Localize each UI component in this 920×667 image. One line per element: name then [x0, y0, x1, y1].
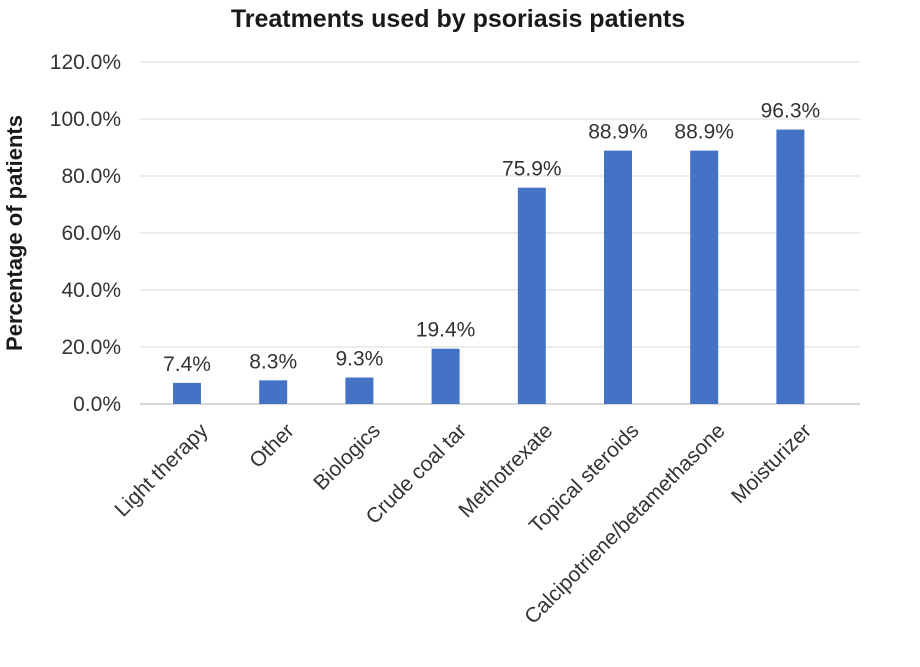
data-label: 7.4%: [163, 353, 211, 376]
x-tick-label: Other: [245, 419, 298, 472]
data-labels: 7.4% 8.3% 9.3% 19.4% 75.9% 88.9% 88.9% 96.3%: [163, 100, 820, 376]
bar: [259, 380, 288, 404]
bar: [173, 382, 201, 404]
bar: [776, 129, 805, 405]
x-tick-label: Moisturizer: [727, 419, 816, 508]
data-label: 19.4%: [416, 319, 476, 342]
bar: [345, 377, 374, 404]
bar: [690, 150, 719, 404]
bar: [431, 348, 460, 404]
y-tick-label: 20.0%: [61, 336, 121, 359]
y-tick-label: 40.0%: [61, 279, 121, 302]
y-tick-label: 60.0%: [61, 222, 121, 245]
y-axis-label: Percentage of patients: [2, 115, 27, 351]
y-tick-label: 0.0%: [73, 393, 121, 416]
data-label: 8.3%: [249, 350, 297, 373]
bars: [173, 129, 805, 405]
bar: [517, 187, 546, 404]
data-label: 88.9%: [588, 121, 648, 144]
y-tick-label: 80.0%: [61, 165, 121, 188]
y-axis-ticks: 0.0% 20.0% 40.0% 60.0% 80.0% 100.0% 120.0%: [50, 51, 121, 416]
data-label: 75.9%: [502, 158, 562, 181]
data-label: 9.3%: [335, 347, 383, 370]
chart-title: Treatments used by psoriasis patients: [231, 5, 685, 33]
x-tick-label: Light therapy: [110, 419, 212, 521]
y-tick-label: 120.0%: [50, 51, 121, 74]
y-tick-label: 100.0%: [50, 108, 121, 131]
data-label: 88.9%: [674, 121, 734, 144]
bar: [604, 150, 632, 404]
x-tick-label: Biologics: [309, 419, 385, 495]
data-label: 96.3%: [761, 100, 821, 123]
gridlines: [140, 61, 860, 405]
